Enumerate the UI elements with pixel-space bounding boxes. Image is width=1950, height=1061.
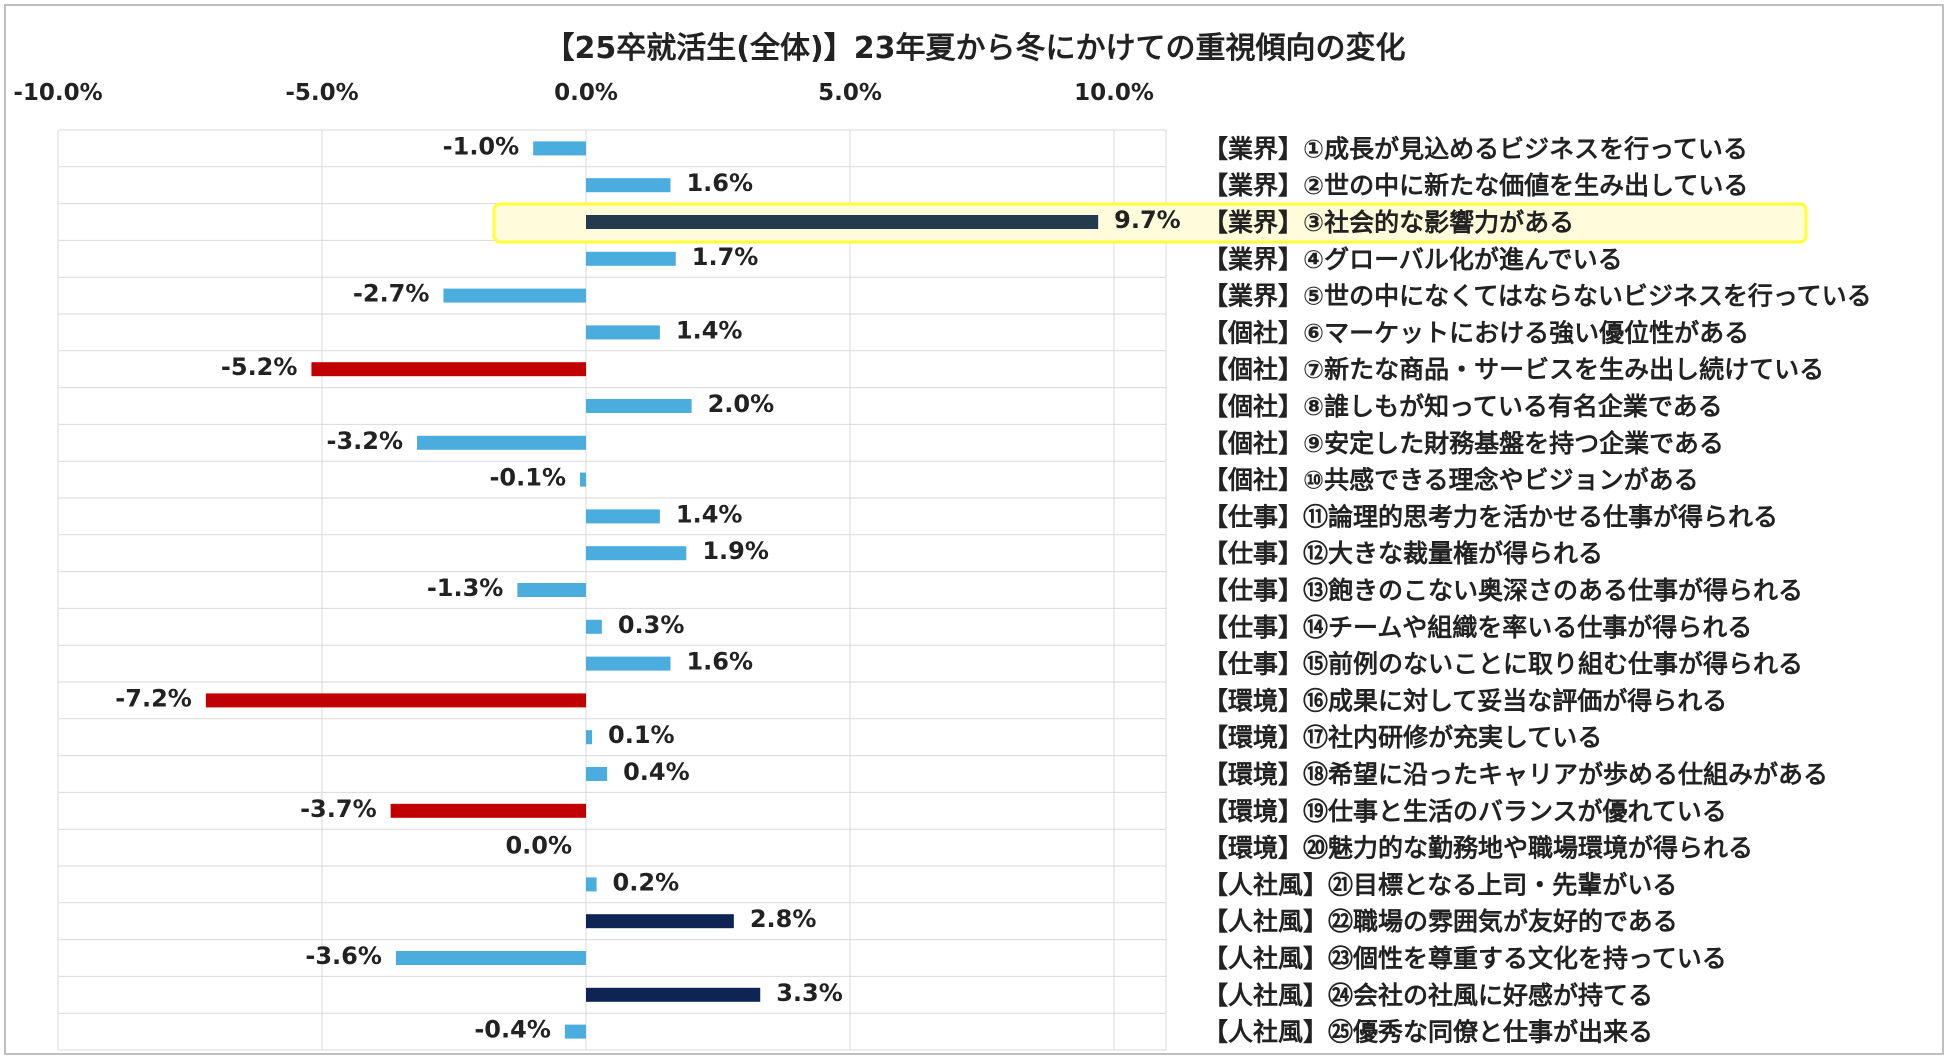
- bars: [205, 141, 1099, 1039]
- bar: [586, 399, 692, 413]
- bar: [417, 435, 586, 450]
- bar: [586, 215, 1099, 229]
- category-label: 【人社風】㉓個性を尊重する文化を持っている: [1203, 944, 1727, 973]
- category-label: 【環境】⑰社内研修が充実している: [1203, 723, 1602, 752]
- bar: [586, 987, 761, 1002]
- value-label: -5.2%: [221, 353, 298, 381]
- highlight-layer: [492, 202, 1808, 244]
- value-label: -0.4%: [474, 1016, 551, 1044]
- category-label: 【業界】④グローバル化が進んでいる: [1203, 245, 1623, 274]
- bar: [517, 583, 586, 597]
- category-label: 【人社風】㉕優秀な同僚と仕事が出来る: [1203, 1018, 1653, 1047]
- category-label: 【業界】①成長が見込めるビジネスを行っている: [1203, 134, 1748, 163]
- category-label: 【業界】②世の中に新たな価値を生み出している: [1203, 171, 1748, 200]
- category-label: 【環境】⑯成果に対して妥当な評価が得られる: [1203, 686, 1727, 715]
- value-label: 1.9%: [702, 537, 769, 565]
- value-label: 0.1%: [608, 721, 675, 749]
- category-labels: 【業界】①成長が見込めるビジネスを行っている【業界】②世の中に新たな価値を生み出…: [1203, 134, 1872, 1046]
- value-label: -7.2%: [115, 684, 192, 712]
- category-label: 【個社】⑥マーケットにおける強い優位性がある: [1203, 318, 1749, 347]
- value-label: 3.3%: [776, 979, 843, 1007]
- value-label: -2.7%: [353, 280, 430, 308]
- x-tick-label: -5.0%: [285, 80, 358, 106]
- highlight-box: [492, 202, 1808, 244]
- category-label: 【人社風】㉒職場の雰囲気が友好的である: [1203, 907, 1678, 936]
- x-tick-label: 10.0%: [1074, 80, 1154, 106]
- bar: [586, 325, 660, 340]
- value-label: 1.7%: [692, 243, 759, 271]
- x-tick-label: 0.0%: [554, 80, 618, 106]
- value-label: 0.0%: [505, 832, 572, 860]
- value-labels: -1.0% 1.6% 9.7% 1.7% -2.7% 1.4% -5.2% 2.0% -3.2%…: [115, 132, 1180, 1043]
- bar: [311, 362, 586, 377]
- value-label: 0.2%: [613, 868, 680, 896]
- bar: [580, 472, 586, 487]
- bar: [443, 288, 586, 303]
- category-label: 【人社風】㉑目標となる上司・先輩がいる: [1203, 870, 1677, 899]
- category-label: 【個社】⑩共感できる理念やビジョンがある: [1203, 466, 1699, 495]
- value-label: 0.3%: [618, 611, 685, 639]
- category-label: 【個社】⑧誰しもが知っている有名企業である: [1203, 392, 1723, 421]
- x-tick-label: 5.0%: [818, 80, 882, 106]
- category-label: 【仕事】⑪論理的思考力を活かせる仕事が得られる: [1203, 502, 1778, 531]
- category-label: 【仕事】⑬飽きのこない奥深さのある仕事が得られる: [1203, 576, 1803, 605]
- bar: [586, 914, 734, 929]
- bar: [586, 767, 608, 781]
- category-label: 【人社風】㉔会社の社風に好感が持てる: [1203, 981, 1653, 1010]
- bar: [586, 730, 592, 745]
- chart-frame: [4, 4, 1944, 1055]
- value-label: -3.7%: [300, 795, 377, 823]
- value-label: 0.4%: [623, 758, 690, 786]
- bar: [586, 656, 671, 671]
- value-label: 9.7%: [1114, 206, 1181, 234]
- grid: [57, 129, 1167, 1051]
- value-label: -1.3%: [427, 574, 504, 602]
- bar: [586, 619, 602, 634]
- category-label: 【仕事】⑫大きな裁量権が得られる: [1203, 539, 1603, 568]
- value-label: 2.8%: [750, 905, 817, 933]
- value-label: 2.0%: [708, 390, 775, 418]
- bar: [205, 693, 586, 708]
- bar: [586, 546, 687, 561]
- value-label: 1.4%: [676, 500, 743, 528]
- bar: [390, 803, 586, 818]
- category-label: 【個社】⑦新たな商品・サービスを生み出し続けている: [1203, 355, 1824, 384]
- value-label: 1.6%: [686, 648, 753, 676]
- bar: [564, 1024, 586, 1039]
- category-label: 【業界】⑤世の中になくてはならないビジネスを行っている: [1203, 282, 1872, 311]
- bar: [586, 509, 660, 524]
- category-label: 【環境】⑳魅力的な勤務地や職場環境が得られる: [1203, 834, 1753, 863]
- value-label: -3.6%: [305, 942, 382, 970]
- category-label: 【環境】⑲仕事と生活のバランスが優れている: [1203, 797, 1727, 826]
- category-label: 【個社】⑨安定した財務基盤を持つ企業である: [1203, 429, 1724, 458]
- chart-title: 【25卒就活生(全体)】23年夏から冬にかけての重視傾向の変化: [545, 31, 1406, 66]
- category-label: 【仕事】⑭チームや組織を率いる仕事が得られる: [1203, 613, 1752, 642]
- bar: [586, 251, 676, 266]
- bar: [586, 178, 671, 193]
- value-label: -3.2%: [327, 427, 404, 455]
- bar: [395, 951, 586, 965]
- category-label: 【環境】⑱希望に沿ったキャリアが歩める仕組みがある: [1203, 760, 1828, 789]
- value-label: 1.6%: [686, 169, 753, 197]
- value-label: 1.4%: [676, 316, 743, 344]
- bar: [533, 141, 586, 156]
- x-axis-ticks: -10.0% -5.0% 0.0% 5.0% 10.0%: [13, 80, 1154, 106]
- category-label: 【仕事】⑮前例のないことに取り組む仕事が得られる: [1203, 650, 1803, 679]
- bar: [586, 877, 597, 892]
- value-label: -0.1%: [489, 464, 566, 492]
- x-tick-label: -10.0%: [13, 80, 102, 106]
- value-label: -1.0%: [443, 132, 520, 160]
- category-label: 【業界】③社会的な影響力がある: [1203, 208, 1574, 237]
